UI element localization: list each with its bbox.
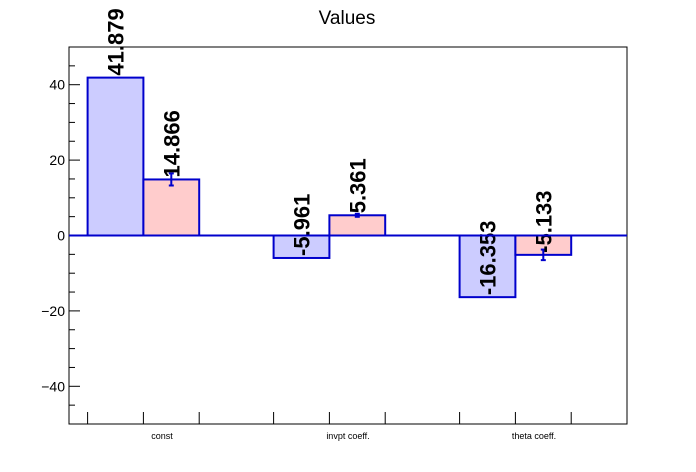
data-label: -5.961 xyxy=(290,194,315,256)
bar xyxy=(328,214,387,237)
plot-area: −40 −20 0 20 40 const invpt coeff. theta coeff.… xyxy=(41,8,628,441)
y-tick-label: −40 xyxy=(41,378,65,394)
chart-title: Values xyxy=(319,8,376,29)
data-label: 5.361 xyxy=(345,158,370,213)
y-tick-label: 20 xyxy=(49,152,65,168)
y-tick-label: −20 xyxy=(41,303,65,319)
bar xyxy=(142,178,201,237)
data-label: 14.866 xyxy=(159,110,184,177)
data-label: -16.353 xyxy=(476,221,501,296)
y-tick-label: 40 xyxy=(49,77,65,93)
y-tick-label: 0 xyxy=(57,228,65,244)
bar xyxy=(86,76,145,237)
x-category-label: theta coeff. xyxy=(512,431,556,441)
bar xyxy=(458,234,517,299)
data-label: 41.879 xyxy=(104,8,129,75)
x-category-label: const xyxy=(151,431,173,441)
data-label: -5.133 xyxy=(531,190,556,252)
x-category-label: invpt coeff. xyxy=(326,431,369,441)
